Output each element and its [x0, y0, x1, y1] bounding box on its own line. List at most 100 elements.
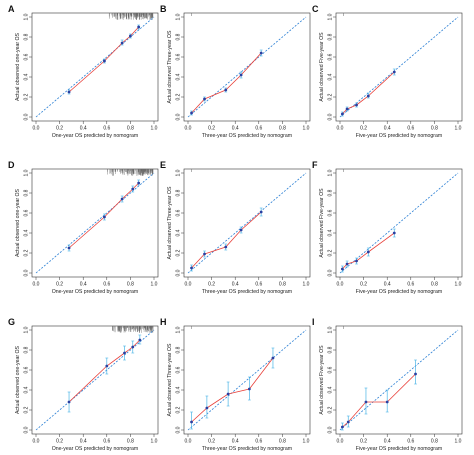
x-tick-label: 0.2	[360, 126, 367, 132]
data-point	[120, 41, 124, 45]
x-tick-label: 1.0	[151, 282, 158, 288]
ideal-diagonal-line	[35, 172, 155, 274]
y-tick-label: 0.4	[176, 229, 182, 236]
x-tick-label: 1.0	[151, 439, 158, 445]
data-point	[259, 210, 263, 214]
y-tick-label: 0.2	[176, 93, 182, 100]
x-axis-label: Three-year OS predicted by nomogram	[202, 289, 292, 295]
data-point	[346, 420, 350, 424]
plot-frame	[335, 325, 463, 435]
x-tick-label: 1.0	[303, 282, 310, 288]
plot-frame	[183, 12, 311, 122]
y-axis-label: Actual observed Five-year OS	[319, 188, 325, 258]
y-axis-label: Actual observed Three-year OS	[167, 186, 173, 259]
x-tick-label: 0.6	[407, 282, 414, 288]
x-tick-label: 0.2	[56, 439, 63, 445]
x-tick-label: 0.6	[407, 439, 414, 445]
ideal-diagonal-line	[339, 172, 459, 274]
y-axis-label: Actual observed Three-year OS	[167, 343, 173, 416]
data-point	[131, 187, 135, 191]
panel-e: E 0.00.0 0.2 0.2 0.4 0.4 0.6 0.6 0.8 0.8 1.0 1.0 Thr…	[160, 160, 311, 295]
ideal-diagonal-line	[339, 329, 459, 431]
data-point	[138, 338, 142, 342]
y-tick-label: 0.8	[24, 33, 30, 40]
y-tick-label: 0.0	[24, 113, 30, 120]
panel-letter: C	[312, 4, 319, 14]
data-point	[239, 73, 243, 77]
data-point	[340, 267, 344, 271]
x-tick-label: 1.0	[303, 126, 310, 132]
x-tick-label: 0.2	[56, 126, 63, 132]
panel-i: I 0.00.0 0.2 0.2 0.4 0.4 0.6 0.6 0.8 0.8 1.0 1.0 Fiv…	[312, 317, 463, 452]
y-tick-label: 0.0	[176, 426, 182, 433]
data-point	[203, 97, 206, 101]
x-tick-label: 0.4	[384, 126, 391, 132]
x-tick-label: 1.0	[303, 439, 310, 445]
y-tick-label: 0.0	[24, 269, 30, 276]
ideal-diagonal-line	[187, 172, 307, 274]
y-axis-label: Actual observed one-year OS	[15, 345, 21, 414]
plot-frame	[335, 168, 463, 278]
x-tick-label: 0.0	[33, 126, 40, 132]
x-tick-label: 0.8	[279, 282, 286, 288]
panel-c: C 0.00.0 0.2 0.2 0.4 0.4 0.6 0.6 0.8 0.8 1.0 1.0 Fiv…	[312, 4, 463, 139]
y-tick-label: 0.6	[24, 53, 30, 60]
y-tick-label: 1.0	[176, 326, 182, 333]
x-axis-label: Three-year OS predicted by nomogram	[202, 133, 292, 139]
x-tick-label: 0.4	[80, 439, 87, 445]
panel-g: G 0.00.0 0.2 0.2 0.4 0.4 0.6 0.6 0.8 0.8 1.0 1.0 One…	[8, 317, 159, 452]
panel-a: A 0.00.0 0.2 0.2 0.4 0.4 0.6 0.6 0.8 0.8 1.0 1.0 One…	[8, 4, 159, 139]
x-axis-label: Five-year OS predicted by nomogram	[356, 133, 443, 139]
y-tick-label: 1.0	[24, 13, 30, 20]
x-tick-label: 0.6	[407, 126, 414, 132]
data-point	[123, 351, 126, 355]
y-tick-label: 0.8	[328, 346, 334, 353]
x-tick-label: 0.6	[255, 282, 262, 288]
x-tick-label: 0.8	[127, 282, 134, 288]
y-tick-label: 0.4	[328, 73, 334, 80]
rug-marks	[107, 169, 154, 176]
x-tick-label: 1.0	[455, 439, 462, 445]
data-point	[355, 259, 358, 263]
plot-frame	[31, 325, 159, 435]
data-point	[414, 372, 417, 376]
x-tick-label: 0.8	[431, 439, 438, 445]
y-tick-label: 0.8	[176, 189, 182, 196]
y-axis-label: Actual observed Five-year OS	[319, 32, 325, 102]
data-point	[224, 88, 228, 92]
x-tick-label: 0.4	[384, 439, 391, 445]
y-tick-label: 0.0	[24, 426, 30, 433]
data-point	[345, 107, 349, 111]
panel-f: F 0.00.0 0.2 0.2 0.4 0.4 0.6 0.6 0.8 0.8 1.0 1.0 Fiv…	[312, 160, 463, 295]
x-tick-label: 0.0	[185, 126, 192, 132]
calibration-line	[191, 357, 274, 423]
y-tick-label: 0.8	[176, 33, 182, 40]
x-tick-label: 0.6	[103, 439, 110, 445]
x-tick-label: 0.2	[360, 439, 367, 445]
data-point	[366, 250, 370, 254]
x-tick-label: 0.0	[337, 282, 344, 288]
y-tick-label: 0.0	[176, 269, 182, 276]
x-tick-label: 0.0	[33, 282, 40, 288]
x-tick-label: 0.4	[80, 282, 87, 288]
x-tick-label: 0.6	[255, 439, 262, 445]
data-point	[105, 364, 109, 368]
y-tick-label: 0.2	[24, 93, 30, 100]
panel-h: H 0.00.0 0.2 0.2 0.4 0.4 0.6 0.6 0.8 0.8 1.0 1.0 Thr…	[160, 317, 311, 452]
y-tick-label: 0.6	[176, 366, 182, 373]
y-tick-label: 0.0	[328, 269, 334, 276]
y-tick-label: 0.6	[176, 209, 182, 216]
plot-frame	[31, 12, 159, 122]
x-tick-label: 1.0	[455, 126, 462, 132]
x-tick-label: 0.0	[185, 282, 192, 288]
x-tick-label: 0.2	[208, 126, 215, 132]
y-axis-label: Actual observed one-year OS	[15, 188, 21, 257]
y-tick-label: 1.0	[328, 169, 334, 176]
data-point	[205, 406, 209, 410]
y-tick-label: 0.4	[24, 73, 30, 80]
x-tick-label: 0.4	[384, 282, 391, 288]
panel-letter: H	[160, 317, 167, 327]
y-tick-label: 1.0	[24, 169, 30, 176]
y-tick-label: 0.8	[24, 346, 30, 353]
